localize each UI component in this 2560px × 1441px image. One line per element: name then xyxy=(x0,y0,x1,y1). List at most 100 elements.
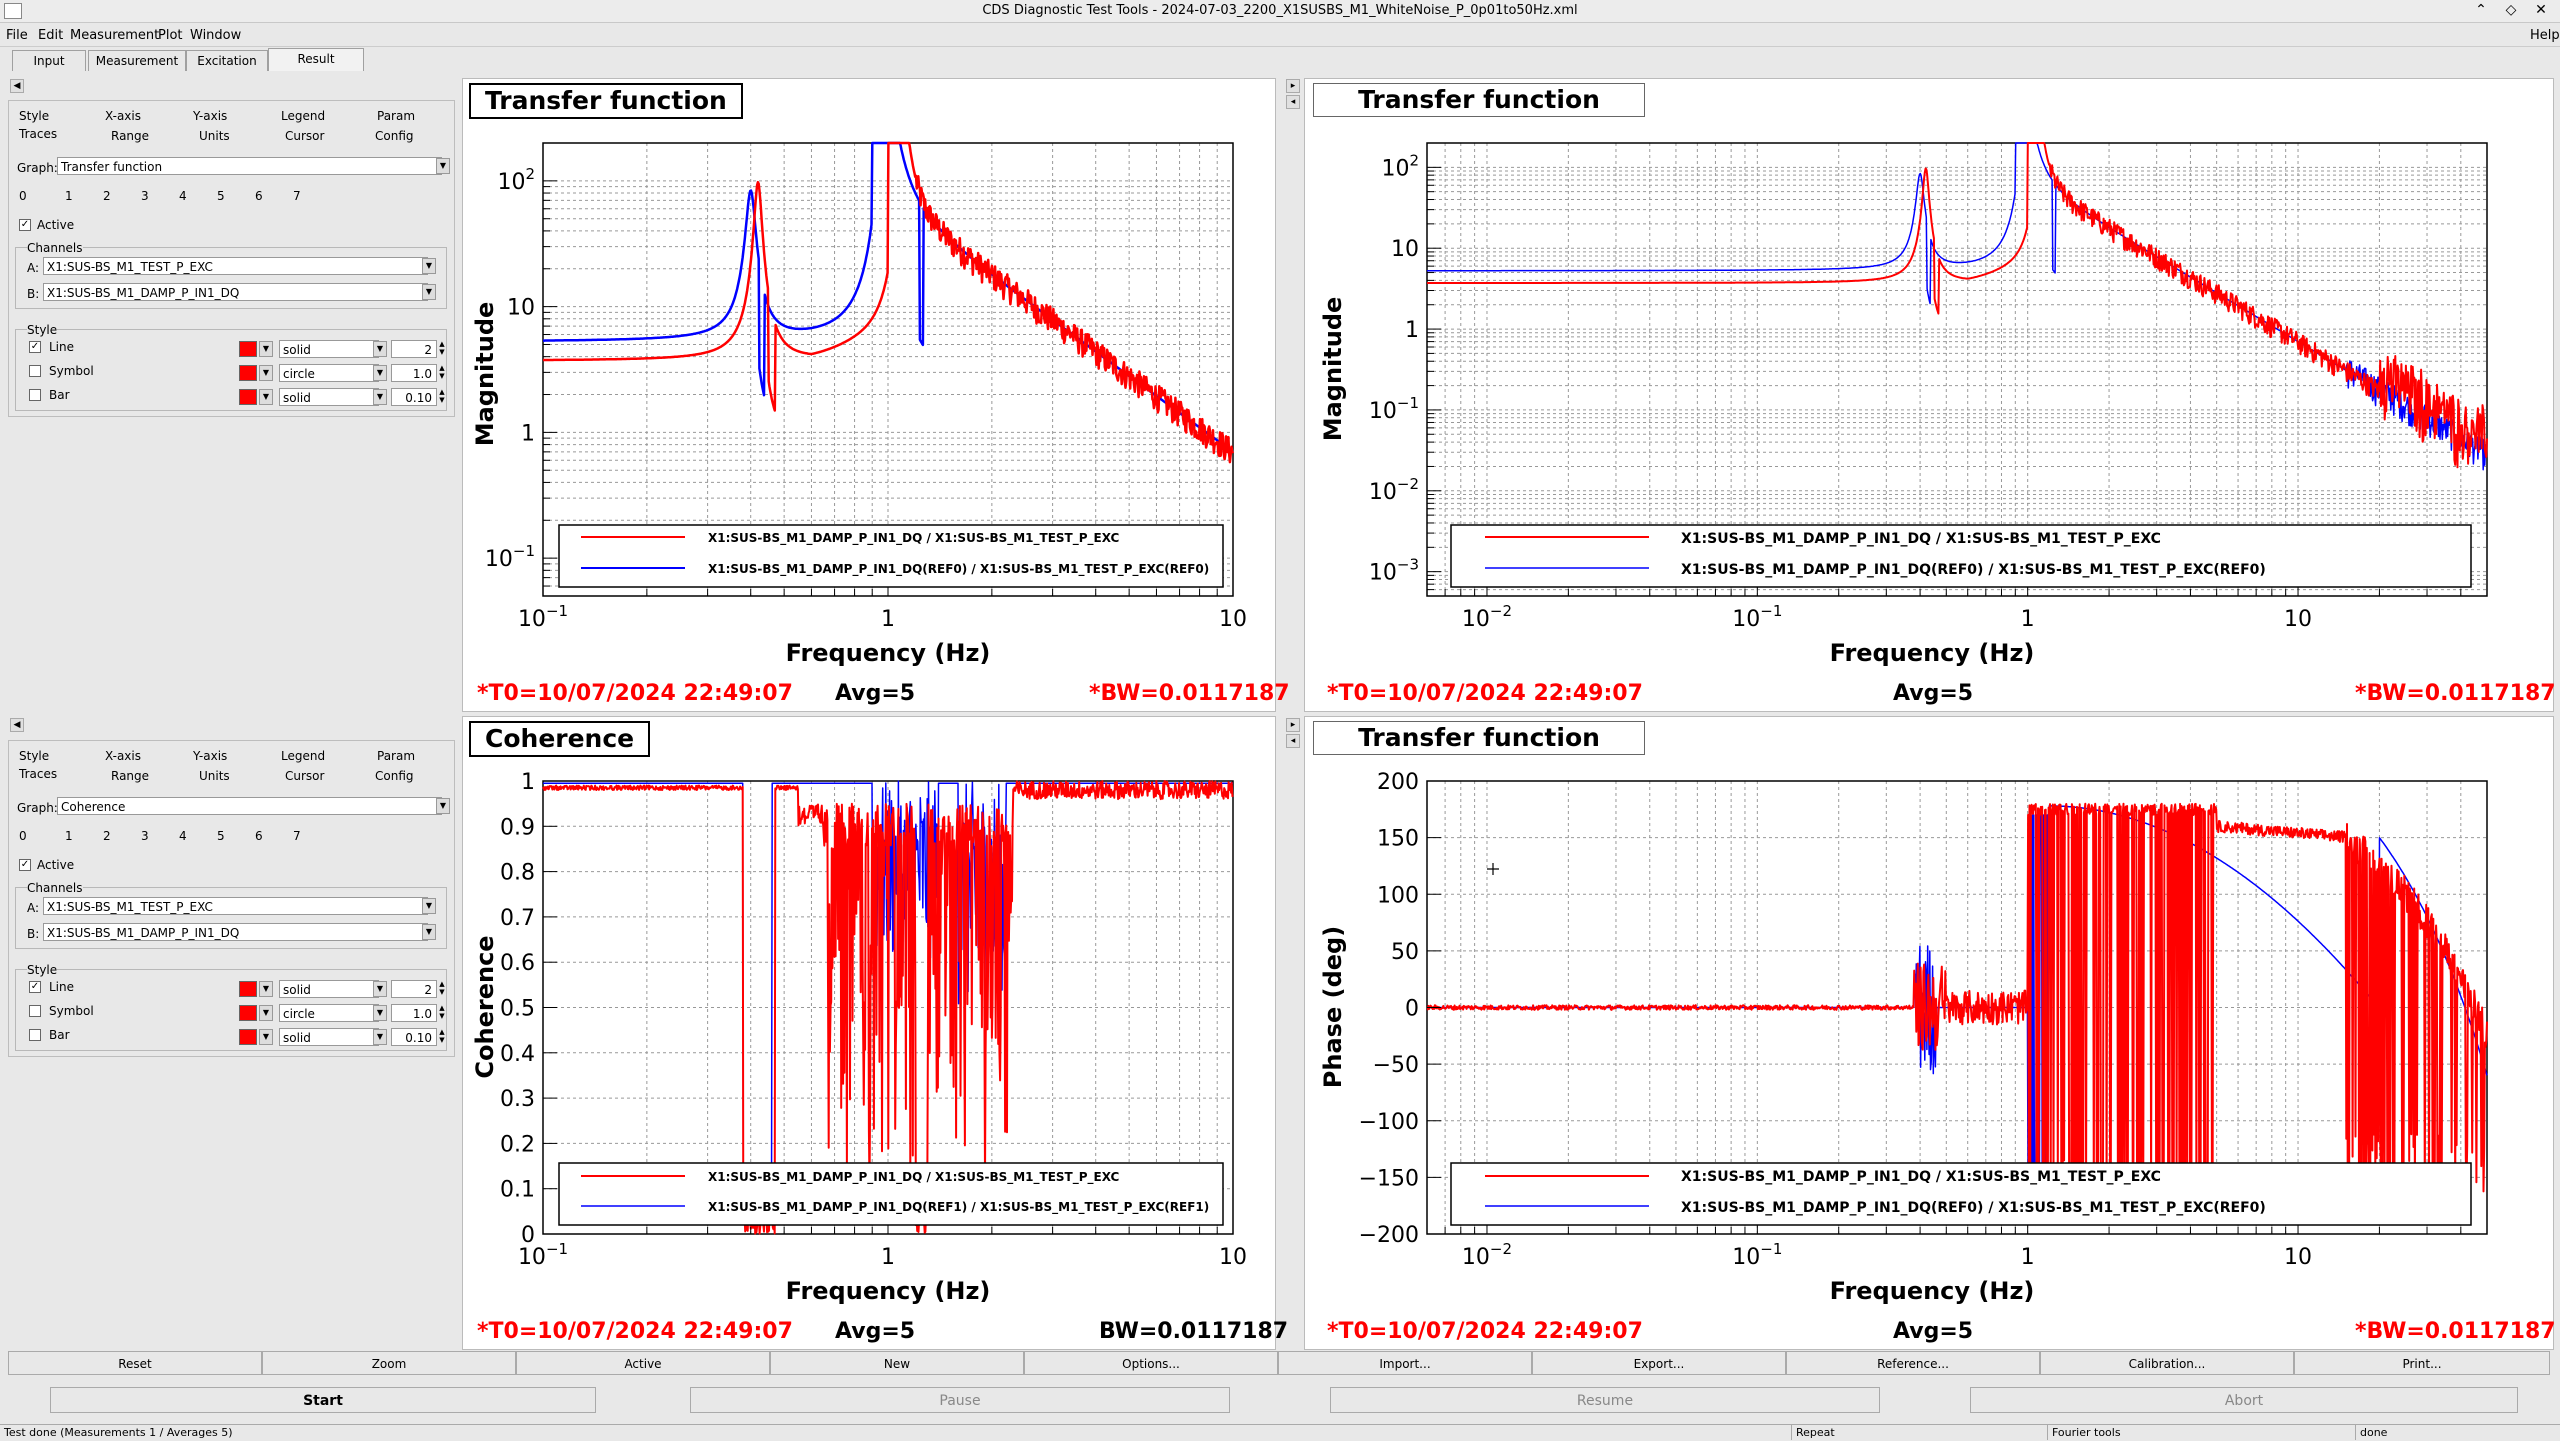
chevron-down-icon[interactable]: ▼ xyxy=(373,1005,387,1021)
symbol-color-swatch[interactable] xyxy=(239,365,257,381)
ptab-cursor[interactable]: Cursor xyxy=(285,769,325,783)
collapse-left-icon[interactable]: ◀ xyxy=(10,79,24,93)
pad-resize-icon[interactable]: ▸ xyxy=(1286,79,1300,93)
chevron-down-icon[interactable]: ▼ xyxy=(436,158,450,174)
ptab-yaxis[interactable]: Y-axis xyxy=(193,749,228,763)
plot-pad-1[interactable]: 10−1 1 10 102 10 1 10−1 X1:SUS-BS_M1_DAMP_P_IN… xyxy=(462,78,1290,712)
reset-button[interactable]: Reset xyxy=(8,1351,262,1375)
chevron-down-icon[interactable]: ▼ xyxy=(259,389,273,405)
tab-measurement[interactable]: Measurement xyxy=(88,50,186,71)
trace-tab-3[interactable]: 3 xyxy=(141,189,149,203)
maximize-icon[interactable]: ◇ xyxy=(2505,2,2517,18)
bar-checkbox[interactable] xyxy=(29,389,41,401)
tab-excitation[interactable]: Excitation xyxy=(186,50,268,71)
trace-tab-5[interactable]: 5 xyxy=(217,829,225,843)
symbol-checkbox[interactable] xyxy=(29,1005,41,1017)
print-button[interactable]: Print... xyxy=(2294,1351,2550,1375)
plot-pad-3[interactable]: 10−1 1 10 1 0.9 0.8 0.7 0.6 0.5 0.4 0.3 0.2 0.1 0 X1:… xyxy=(462,716,1288,1350)
symbol-style-select[interactable]: circle xyxy=(279,1004,379,1022)
menu-help[interactable]: Help xyxy=(2530,28,2560,43)
symbol-checkbox[interactable] xyxy=(29,365,41,377)
trace-tab-0[interactable]: 0 xyxy=(19,829,27,843)
ptab-param[interactable]: Param xyxy=(377,749,416,763)
bar-style-select[interactable]: solid xyxy=(279,388,379,406)
ptab-traces[interactable]: Traces xyxy=(19,127,58,141)
line-style-select[interactable]: solid xyxy=(279,340,379,358)
ptab-param[interactable]: Param xyxy=(377,109,416,123)
symbol-size-input[interactable]: 1.0 xyxy=(391,364,437,382)
bar-color-swatch[interactable] xyxy=(239,1029,257,1045)
trace-tab-3[interactable]: 3 xyxy=(141,829,149,843)
zoom-button[interactable]: Zoom xyxy=(262,1351,516,1375)
trace-tab-6[interactable]: 6 xyxy=(255,189,263,203)
chevron-down-icon[interactable]: ▼ xyxy=(436,798,450,814)
ptab-range[interactable]: Range xyxy=(111,769,150,783)
chevron-down-icon[interactable]: ▼ xyxy=(259,341,273,357)
trace-tab-2[interactable]: 2 xyxy=(103,829,111,843)
menu-measurement[interactable]: Measurement xyxy=(70,28,160,43)
active-checkbox[interactable]: ✓ xyxy=(19,859,31,871)
spin-arrows-icon[interactable]: ▲ ▼ xyxy=(439,1028,445,1044)
options-button[interactable]: Options... xyxy=(1024,1351,1278,1375)
spin-arrows-icon[interactable]: ▲ ▼ xyxy=(439,388,445,404)
plot-2-canvas[interactable]: 10−2 10−1 1 10 102 10 1 10−1 10−2 10−3 X1:SUS-BS_… xyxy=(1305,79,2553,711)
menu-window[interactable]: Window xyxy=(190,28,242,43)
tab-result[interactable]: Result xyxy=(268,48,364,71)
trace-tab-1[interactable]: 1 xyxy=(65,189,73,203)
ptab-config[interactable]: Config xyxy=(375,769,414,783)
symbol-color-swatch[interactable] xyxy=(239,1005,257,1021)
ptab-legend[interactable]: Legend xyxy=(281,109,326,123)
pause-button[interactable]: Pause xyxy=(690,1387,1230,1413)
trace-tab-7[interactable]: 7 xyxy=(293,189,301,203)
reference-button[interactable]: Reference... xyxy=(1786,1351,2040,1375)
resume-button[interactable]: Resume xyxy=(1330,1387,1880,1413)
bar-width-input[interactable]: 0.10 xyxy=(391,388,437,406)
channel-a-select[interactable]: X1:SUS-BS_M1_TEST_P_EXC xyxy=(43,257,428,275)
chevron-down-icon[interactable]: ▼ xyxy=(373,341,387,357)
channel-b-select[interactable]: X1:SUS-BS_M1_DAMP_P_IN1_DQ xyxy=(43,283,428,301)
menu-edit[interactable]: Edit xyxy=(38,28,64,43)
close-icon[interactable]: ✕ xyxy=(2535,2,2547,18)
trace-tab-5[interactable]: 5 xyxy=(217,189,225,203)
line-checkbox[interactable]: ✓ xyxy=(29,341,41,353)
calibration-button[interactable]: Calibration... xyxy=(2040,1351,2294,1375)
ptab-legend[interactable]: Legend xyxy=(281,749,326,763)
chevron-down-icon[interactable]: ▼ xyxy=(422,258,436,274)
trace-tab-0[interactable]: 0 xyxy=(19,189,27,203)
line-style-select[interactable]: solid xyxy=(279,980,379,998)
new-button[interactable]: New xyxy=(770,1351,1024,1375)
channel-b-select[interactable]: X1:SUS-BS_M1_DAMP_P_IN1_DQ xyxy=(43,923,428,941)
ptab-xaxis[interactable]: X-axis xyxy=(105,749,141,763)
chevron-down-icon[interactable]: ▼ xyxy=(373,389,387,405)
pad-resize-icon[interactable]: ◂ xyxy=(1286,734,1300,748)
spin-arrows-icon[interactable]: ▲ ▼ xyxy=(439,364,445,380)
bar-width-input[interactable]: 0.10 xyxy=(391,1028,437,1046)
ptab-units[interactable]: Units xyxy=(199,129,230,143)
graph-select[interactable]: Coherence xyxy=(57,797,442,815)
chevron-down-icon[interactable]: ▼ xyxy=(422,898,436,914)
chevron-down-icon[interactable]: ▼ xyxy=(259,365,273,381)
line-width-input[interactable]: 2 xyxy=(391,980,437,998)
plot-1-canvas[interactable]: 10−1 1 10 102 10 1 10−1 X1:SUS-BS_M1_DAMP_P_IN… xyxy=(463,79,1275,711)
trace-tab-4[interactable]: 4 xyxy=(179,829,187,843)
line-color-swatch[interactable] xyxy=(239,981,257,997)
channel-a-select[interactable]: X1:SUS-BS_M1_TEST_P_EXC xyxy=(43,897,428,915)
chevron-down-icon[interactable]: ▼ xyxy=(373,1029,387,1045)
trace-tab-1[interactable]: 1 xyxy=(65,829,73,843)
ptab-traces[interactable]: Traces xyxy=(19,767,58,781)
trace-tab-4[interactable]: 4 xyxy=(179,189,187,203)
menu-plot[interactable]: Plot xyxy=(158,28,183,43)
line-width-input[interactable]: 2 xyxy=(391,340,437,358)
tab-input[interactable]: Input xyxy=(12,50,86,71)
ptab-cursor[interactable]: Cursor xyxy=(285,129,325,143)
abort-button[interactable]: Abort xyxy=(1970,1387,2518,1413)
bar-checkbox[interactable] xyxy=(29,1029,41,1041)
collapse-left-icon[interactable]: ◀ xyxy=(10,718,24,732)
ptab-config[interactable]: Config xyxy=(375,129,414,143)
chevron-down-icon[interactable]: ▼ xyxy=(373,981,387,997)
active-checkbox[interactable]: ✓ xyxy=(19,219,31,231)
chevron-down-icon[interactable]: ▼ xyxy=(373,365,387,381)
line-checkbox[interactable]: ✓ xyxy=(29,981,41,993)
trace-tab-2[interactable]: 2 xyxy=(103,189,111,203)
